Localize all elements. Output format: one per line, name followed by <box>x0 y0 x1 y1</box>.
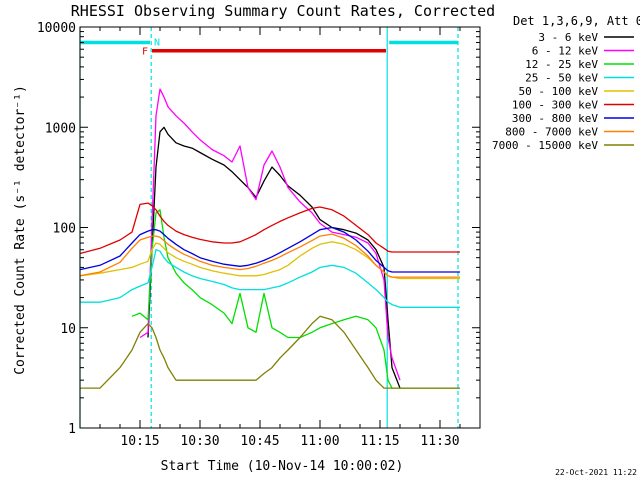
y-tick-label-3: 1000 <box>45 121 76 136</box>
legend-entry-label-7: 800 - 7000 keV <box>505 126 598 139</box>
x-axis-label: Start Time (10-Nov-14 10:00:02) <box>161 459 404 474</box>
legend-title: Det 1,3,6,9, Att 0 <box>513 14 640 28</box>
night-flag-label: N <box>154 38 160 49</box>
legend-entry-label-6: 300 - 800 keV <box>512 112 598 125</box>
legend-entry-label-3: 25 - 50 keV <box>525 72 598 85</box>
y-tick-label-2: 100 <box>53 222 76 237</box>
y-tick-label-4: 10000 <box>37 21 76 36</box>
series-line-8-0 <box>80 315 460 389</box>
series-line-1-0 <box>139 88 401 381</box>
footer-date: 22-Oct-2021 11:22 <box>555 468 637 477</box>
chart-title: RHESSI Observing Summary Count Rates, Co… <box>71 2 495 20</box>
legend-entry-label-0: 3 - 6 keV <box>538 31 598 44</box>
legend-entry-label-5: 100 - 300 keV <box>512 99 598 112</box>
series-line-5-0 <box>79 202 460 255</box>
x-tick-label-5: 11:30 <box>420 434 459 449</box>
series-line-0-0 <box>147 126 401 389</box>
y-axis-label: Corrected Count Rate (s⁻¹ detector⁻¹) <box>13 85 28 375</box>
series-line-3-0 <box>80 249 460 308</box>
legend-entry-label-8: 7000 - 15000 keV <box>492 139 598 152</box>
x-tick-label-3: 11:00 <box>300 434 339 449</box>
series-line-2-0 <box>131 209 460 389</box>
y-tick-label-0: 1 <box>68 422 76 437</box>
axes: 1 10 100 1000 10000 10:15 10:30 10:45 11:00 11:15… <box>37 21 481 449</box>
y-tick-label-1: 10 <box>60 322 76 337</box>
x-tick-label-0: 10:15 <box>120 434 159 449</box>
x-tick-label-1: 10:30 <box>180 434 219 449</box>
legend-entry-label-4: 50 - 100 keV <box>519 85 599 98</box>
series-line-6-0 <box>79 226 460 273</box>
legend-entry-label-1: 6 - 12 keV <box>532 45 599 58</box>
legend-entry-label-2: 12 - 25 keV <box>525 58 598 71</box>
series-lines <box>79 88 460 389</box>
x-tick-label-2: 10:45 <box>240 434 279 449</box>
series-line-7-0 <box>79 233 460 278</box>
flare-flag-label: F <box>142 47 148 58</box>
x-tick-label-4: 11:15 <box>360 434 399 449</box>
